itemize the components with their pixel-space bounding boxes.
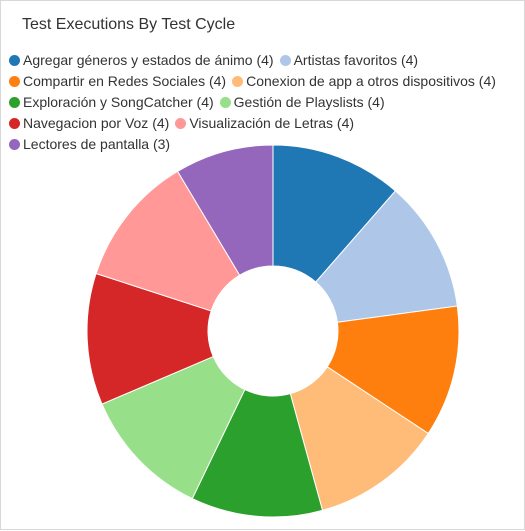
legend-item[interactable]: Artistas favoritos (4): [279, 51, 419, 70]
donut-slice[interactable]: [326, 305, 460, 435]
chart-legend: Agregar géneros y estados de ánimo (4) Ar…: [9, 51, 524, 154]
donut-slice[interactable]: [101, 355, 246, 500]
legend-item[interactable]: Navegacion por Voz (4): [9, 114, 169, 133]
chart-title: Test Executions By Test Cycle: [22, 16, 236, 33]
legend-item[interactable]: Gestión de Playslists (4): [219, 93, 385, 112]
legend-item[interactable]: Lectores de pantalla (3): [9, 135, 170, 154]
legend-label: Lectores de pantalla (3): [23, 136, 171, 152]
legend-item[interactable]: Conexion de app a otros dispositivos (4): [232, 72, 496, 91]
legend-label: Visualización de Letras (4): [189, 115, 355, 131]
legend-swatch: [279, 55, 291, 66]
legend-label: Navegacion por Voz (4): [23, 115, 170, 131]
donut-slice[interactable]: [176, 144, 274, 276]
legend-label: Artistas favoritos (4): [293, 52, 419, 68]
legend-label: Agregar géneros y estados de ánimo (4): [23, 52, 274, 68]
legend-item[interactable]: Compartir en Redes Sociales (4): [9, 72, 226, 91]
legend-swatch: [232, 76, 244, 87]
legend-swatch: [9, 55, 20, 66]
donut-slice[interactable]: [191, 388, 324, 518]
donut-slice[interactable]: [86, 272, 214, 405]
legend-item[interactable]: Visualización de Letras (4): [175, 114, 354, 133]
legend-label: Compartir en Redes Sociales (4): [23, 73, 227, 89]
legend-label: Gestión de Playslists (4): [233, 94, 385, 110]
legend-item[interactable]: Exploración y SongCatcher (4): [9, 93, 214, 112]
donut-slice[interactable]: [289, 366, 429, 511]
legend-label: Conexion de app a otros dispositivos (4): [246, 73, 496, 89]
legend-swatch: [9, 118, 20, 129]
legend-swatch: [219, 97, 231, 108]
legend-swatch: [9, 97, 20, 108]
legend-swatch: [9, 76, 20, 87]
legend-item[interactable]: Agregar géneros y estados de ánimo (4): [9, 51, 274, 70]
legend-swatch: [175, 118, 187, 129]
donut-slice[interactable]: [95, 170, 241, 312]
donut-slice[interactable]: [315, 190, 458, 323]
legend-swatch: [9, 139, 20, 150]
donut-slice[interactable]: [272, 144, 397, 283]
legend-label: Exploración y SongCatcher (4): [23, 94, 214, 110]
